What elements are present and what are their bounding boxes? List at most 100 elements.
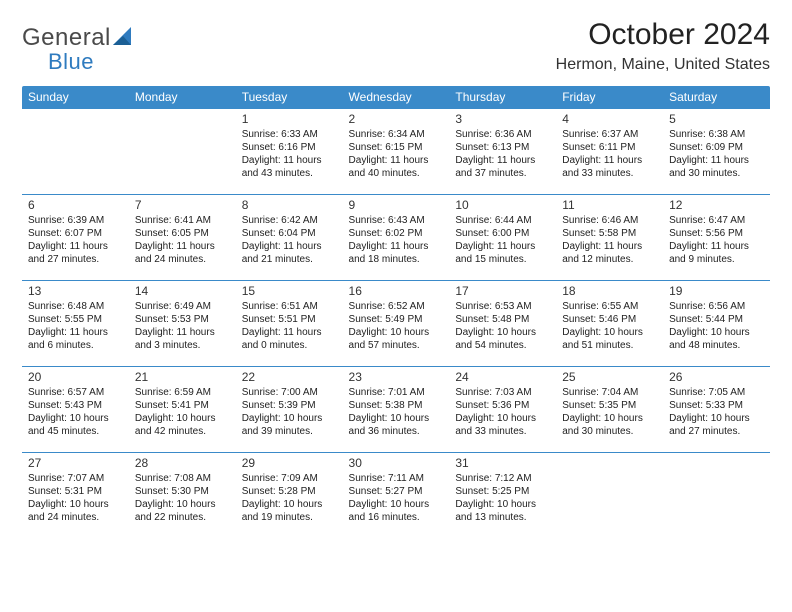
day-cell: 29Sunrise: 7:09 AMSunset: 5:28 PMDayligh…	[236, 452, 343, 538]
day-number: 21	[135, 370, 230, 384]
sunset-text: Sunset: 6:13 PM	[455, 141, 550, 154]
sunrise-text: Sunrise: 6:36 AM	[455, 128, 550, 141]
sunset-text: Sunset: 6:07 PM	[28, 227, 123, 240]
sunset-text: Sunset: 5:53 PM	[135, 313, 230, 326]
empty-cell	[663, 452, 770, 538]
sunset-text: Sunset: 6:05 PM	[135, 227, 230, 240]
day-number: 16	[349, 284, 444, 298]
day-cell: 15Sunrise: 6:51 AMSunset: 5:51 PMDayligh…	[236, 280, 343, 366]
day-cell: 31Sunrise: 7:12 AMSunset: 5:25 PMDayligh…	[449, 452, 556, 538]
daylight-text: Daylight: 11 hours	[669, 154, 764, 167]
daylight-text: and 43 minutes.	[242, 167, 337, 180]
daylight-text: Daylight: 10 hours	[242, 412, 337, 425]
daylight-text: Daylight: 10 hours	[242, 498, 337, 511]
daylight-text: and 27 minutes.	[28, 253, 123, 266]
weekday-header: Monday	[129, 86, 236, 108]
empty-cell	[556, 452, 663, 538]
day-cell: 26Sunrise: 7:05 AMSunset: 5:33 PMDayligh…	[663, 366, 770, 452]
sunrise-text: Sunrise: 6:48 AM	[28, 300, 123, 313]
logo-part1: General	[22, 24, 111, 51]
day-number: 22	[242, 370, 337, 384]
day-cell: 9Sunrise: 6:43 AMSunset: 6:02 PMDaylight…	[343, 194, 450, 280]
daylight-text: Daylight: 11 hours	[562, 240, 657, 253]
day-number: 18	[562, 284, 657, 298]
day-cell: 20Sunrise: 6:57 AMSunset: 5:43 PMDayligh…	[22, 366, 129, 452]
day-number: 4	[562, 112, 657, 126]
daylight-text: and 12 minutes.	[562, 253, 657, 266]
daylight-text: Daylight: 10 hours	[562, 326, 657, 339]
day-cell: 19Sunrise: 6:56 AMSunset: 5:44 PMDayligh…	[663, 280, 770, 366]
location: Hermon, Maine, United States	[556, 56, 770, 74]
daylight-text: Daylight: 11 hours	[28, 326, 123, 339]
sunrise-text: Sunrise: 7:11 AM	[349, 472, 444, 485]
day-cell: 23Sunrise: 7:01 AMSunset: 5:38 PMDayligh…	[343, 366, 450, 452]
weekday-row: Sunday Monday Tuesday Wednesday Thursday…	[22, 86, 770, 108]
day-cell: 18Sunrise: 6:55 AMSunset: 5:46 PMDayligh…	[556, 280, 663, 366]
day-number: 23	[349, 370, 444, 384]
daylight-text: Daylight: 11 hours	[135, 240, 230, 253]
sunset-text: Sunset: 5:44 PM	[669, 313, 764, 326]
daylight-text: and 40 minutes.	[349, 167, 444, 180]
daylight-text: and 36 minutes.	[349, 425, 444, 438]
sunrise-text: Sunrise: 6:34 AM	[349, 128, 444, 141]
day-cell: 7Sunrise: 6:41 AMSunset: 6:05 PMDaylight…	[129, 194, 236, 280]
daylight-text: and 9 minutes.	[669, 253, 764, 266]
sunrise-text: Sunrise: 7:08 AM	[135, 472, 230, 485]
daylight-text: Daylight: 10 hours	[455, 326, 550, 339]
day-cell: 3Sunrise: 6:36 AMSunset: 6:13 PMDaylight…	[449, 108, 556, 194]
daylight-text: and 39 minutes.	[242, 425, 337, 438]
daylight-text: Daylight: 11 hours	[242, 326, 337, 339]
sunset-text: Sunset: 6:09 PM	[669, 141, 764, 154]
daylight-text: and 13 minutes.	[455, 511, 550, 524]
sunset-text: Sunset: 6:15 PM	[349, 141, 444, 154]
daylight-text: Daylight: 10 hours	[135, 498, 230, 511]
daylight-text: and 51 minutes.	[562, 339, 657, 352]
sunset-text: Sunset: 5:43 PM	[28, 399, 123, 412]
daylight-text: and 45 minutes.	[28, 425, 123, 438]
day-number: 12	[669, 198, 764, 212]
sunrise-text: Sunrise: 6:39 AM	[28, 214, 123, 227]
calendar-table: Sunday Monday Tuesday Wednesday Thursday…	[22, 86, 770, 538]
sunset-text: Sunset: 6:04 PM	[242, 227, 337, 240]
day-number: 11	[562, 198, 657, 212]
daylight-text: Daylight: 11 hours	[455, 240, 550, 253]
sunrise-text: Sunrise: 6:44 AM	[455, 214, 550, 227]
day-cell: 21Sunrise: 6:59 AMSunset: 5:41 PMDayligh…	[129, 366, 236, 452]
weekday-header: Tuesday	[236, 86, 343, 108]
daylight-text: and 16 minutes.	[349, 511, 444, 524]
sunrise-text: Sunrise: 6:47 AM	[669, 214, 764, 227]
weekday-header: Saturday	[663, 86, 770, 108]
daylight-text: Daylight: 10 hours	[28, 498, 123, 511]
day-cell: 6Sunrise: 6:39 AMSunset: 6:07 PMDaylight…	[22, 194, 129, 280]
day-number: 13	[28, 284, 123, 298]
day-number: 15	[242, 284, 337, 298]
daylight-text: Daylight: 10 hours	[28, 412, 123, 425]
day-cell: 2Sunrise: 6:34 AMSunset: 6:15 PMDaylight…	[343, 108, 450, 194]
day-cell: 16Sunrise: 6:52 AMSunset: 5:49 PMDayligh…	[343, 280, 450, 366]
logo-part2: Blue	[48, 49, 94, 74]
sunset-text: Sunset: 6:00 PM	[455, 227, 550, 240]
daylight-text: and 19 minutes.	[242, 511, 337, 524]
daylight-text: and 30 minutes.	[562, 425, 657, 438]
daylight-text: and 21 minutes.	[242, 253, 337, 266]
sunset-text: Sunset: 6:02 PM	[349, 227, 444, 240]
sunset-text: Sunset: 5:35 PM	[562, 399, 657, 412]
month-title: October 2024	[556, 18, 770, 52]
daylight-text: and 24 minutes.	[28, 511, 123, 524]
daylight-text: and 37 minutes.	[455, 167, 550, 180]
sunset-text: Sunset: 5:25 PM	[455, 485, 550, 498]
sunset-text: Sunset: 5:41 PM	[135, 399, 230, 412]
daylight-text: and 0 minutes.	[242, 339, 337, 352]
sunset-text: Sunset: 5:33 PM	[669, 399, 764, 412]
sunset-text: Sunset: 5:55 PM	[28, 313, 123, 326]
sunrise-text: Sunrise: 7:07 AM	[28, 472, 123, 485]
title-block: October 2024 Hermon, Maine, United State…	[556, 18, 770, 74]
calendar-head: Sunday Monday Tuesday Wednesday Thursday…	[22, 86, 770, 108]
sunset-text: Sunset: 5:39 PM	[242, 399, 337, 412]
day-number: 3	[455, 112, 550, 126]
sunrise-text: Sunrise: 6:43 AM	[349, 214, 444, 227]
sunset-text: Sunset: 5:48 PM	[455, 313, 550, 326]
weekday-header: Wednesday	[343, 86, 450, 108]
daylight-text: Daylight: 10 hours	[669, 326, 764, 339]
sunset-text: Sunset: 5:58 PM	[562, 227, 657, 240]
